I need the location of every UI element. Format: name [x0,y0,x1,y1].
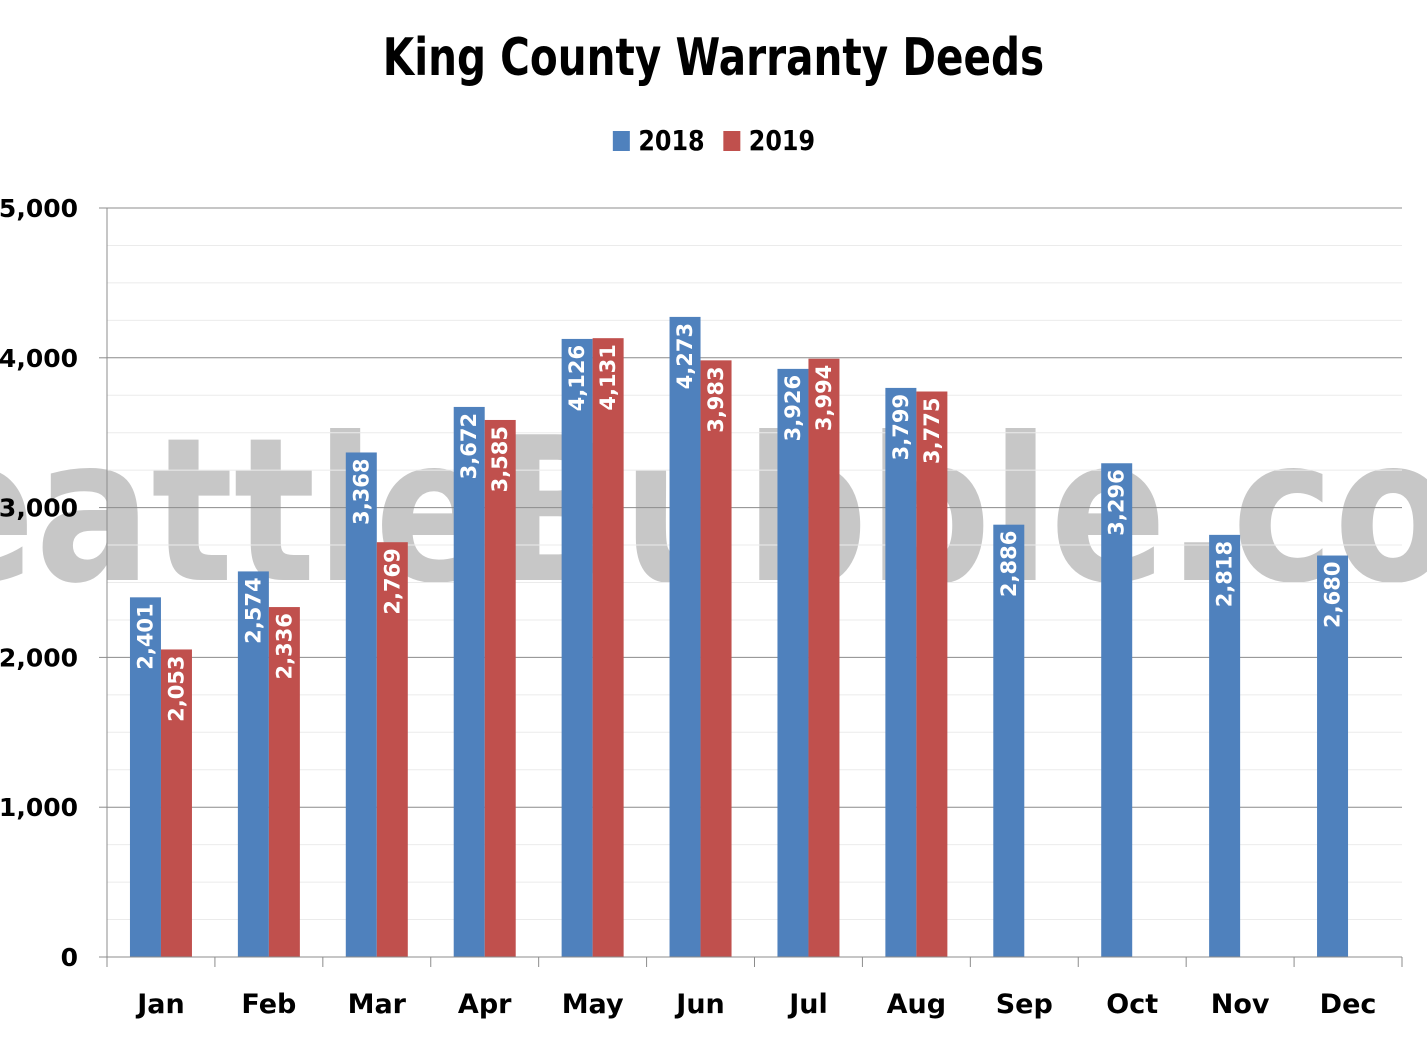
legend-swatch-2019 [722,130,740,151]
bar-2019-aug [916,391,948,957]
data-label-2018-jun: 4,273 [673,323,697,389]
x-tick-label-nov: Nov [1211,989,1270,1020]
data-label-2019-apr: 3,585 [488,426,512,492]
bar-2018-jun [669,316,701,957]
x-tick-label-oct: Oct [1106,989,1158,1020]
bar-2019-jul [808,358,840,957]
legend-item-2019: 2019 [722,124,815,157]
data-label-2019-feb: 2,336 [272,613,296,679]
y-tick-label: 4,000 [0,344,78,373]
x-tick-label-jan: Jan [135,989,185,1020]
data-label-2018-may: 4,126 [565,345,589,411]
data-label-2019-jul: 3,994 [812,365,836,431]
x-tick-label-jul: Jul [787,989,828,1020]
bar-2018-nov [1209,534,1241,957]
legend: 2018 2019 [0,124,1427,158]
data-label-2018-apr: 3,672 [457,413,481,479]
bar-2018-feb [237,571,269,957]
x-tick-label-apr: Apr [458,989,512,1020]
data-label-2018-oct: 3,296 [1105,469,1129,535]
data-label-2018-mar: 3,368 [349,458,373,524]
data-label-2018-feb: 2,574 [241,577,265,643]
data-label-2019-may: 4,131 [596,344,620,410]
y-tick-label: 3,000 [0,494,78,523]
data-label-2018-aug: 3,799 [889,394,913,460]
legend-label-2019: 2019 [748,124,815,157]
bar-2018-sep [993,524,1025,957]
y-tick-label: 1,000 [0,793,78,822]
x-tick-label-jun: Jun [674,989,725,1020]
bar-2018-apr [453,406,485,957]
bar-2018-oct [1101,463,1133,957]
bar-2018-aug [885,387,917,957]
bar-2018-jan [129,597,161,957]
x-tick-label-may: May [562,989,624,1020]
bar-2018-jul [777,368,809,957]
legend-item-2018: 2018 [612,124,704,157]
chart-title: King County Warranty Deeds [382,28,1045,88]
data-label-2018-sep: 2,886 [997,531,1021,597]
x-tick-label-mar: Mar [348,989,407,1020]
data-label-2019-aug: 3,775 [920,398,944,464]
bar-2019-jan [160,649,192,957]
data-label-2018-jul: 3,926 [781,375,805,441]
x-tick-label-dec: Dec [1320,989,1377,1020]
data-label-2018-jan: 2,401 [133,603,157,669]
bar-2019-may [592,338,624,957]
bar-2018-may [561,338,593,958]
y-tick-label: 5,000 [0,194,78,223]
bar-2018-mar [345,452,377,957]
x-tick-label-aug: Aug [887,989,946,1020]
data-label-2019-jun: 3,983 [704,366,728,432]
bar-2019-mar [376,542,408,957]
y-tick-label: 2,000 [0,643,78,672]
data-label-2019-jan: 2,053 [164,655,188,721]
legend-swatch-2018 [612,130,630,151]
x-tick-label-feb: Feb [241,989,296,1020]
bar-2019-jun [700,360,732,958]
bar-2018-dec [1317,555,1349,957]
data-label-2019-mar: 2,769 [380,548,404,614]
x-tick-label-sep: Sep [996,989,1053,1020]
data-label-2018-dec: 2,680 [1321,562,1345,628]
y-tick-label: 0 [61,943,78,972]
data-label-2018-nov: 2,818 [1213,541,1237,607]
legend-label-2018: 2018 [637,124,705,157]
bar-2019-feb [268,607,300,957]
bar-2019-apr [484,419,516,957]
